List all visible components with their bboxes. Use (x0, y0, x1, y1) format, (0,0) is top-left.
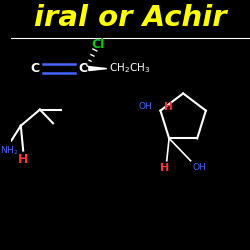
Text: H: H (18, 153, 28, 166)
Text: H: H (164, 102, 173, 112)
Text: Cl: Cl (92, 38, 105, 52)
Text: OH: OH (193, 163, 207, 172)
Text: C: C (30, 62, 40, 75)
Text: OH: OH (138, 102, 152, 112)
Text: NH$_2$: NH$_2$ (0, 144, 18, 157)
Text: H: H (160, 163, 169, 173)
Text: iral or Achir: iral or Achir (34, 4, 227, 32)
Text: C: C (78, 62, 88, 75)
Polygon shape (89, 66, 107, 70)
Text: CH$_2$CH$_3$: CH$_2$CH$_3$ (109, 62, 150, 76)
